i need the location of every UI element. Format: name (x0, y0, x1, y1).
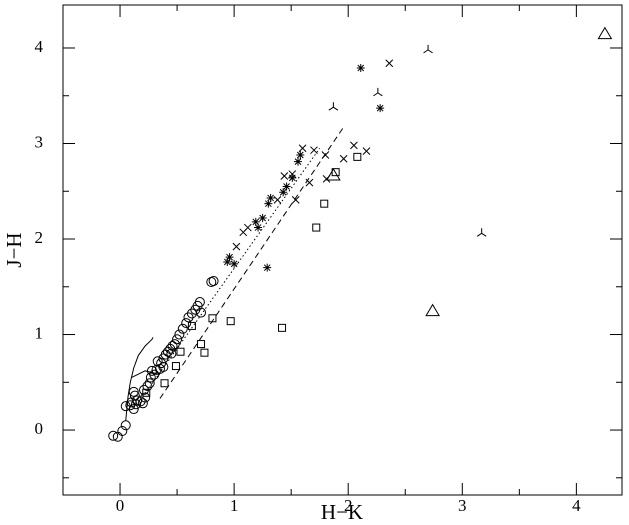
square-point (226, 317, 235, 326)
circle-point (117, 426, 128, 437)
asterisk-point (296, 150, 305, 159)
tri-point (423, 44, 433, 54)
circle-point (142, 381, 153, 392)
asterisk-point (264, 199, 273, 208)
circle-point (194, 297, 205, 308)
x-tick-label: 3 (458, 496, 467, 515)
asterisk-point (254, 223, 263, 232)
square-point (320, 199, 329, 208)
tri-point (476, 228, 487, 237)
y-tick-label: 3 (35, 132, 44, 151)
cross-point (273, 196, 282, 204)
asterisk-point (251, 217, 260, 226)
line (131, 370, 161, 378)
circle-point (169, 339, 180, 350)
asterisk-point (225, 253, 234, 262)
x-tick-label: 1 (230, 496, 239, 515)
circle-point (206, 276, 217, 287)
circle-point (183, 312, 194, 323)
square-point (197, 340, 206, 349)
circle-point (167, 340, 178, 351)
circle-point (162, 346, 173, 357)
cross-point (362, 147, 371, 155)
cross-point (310, 146, 318, 155)
circle-point (128, 404, 139, 415)
circle-point (120, 420, 131, 431)
y-tick-label: 4 (35, 37, 44, 56)
line (125, 337, 154, 421)
triangle-point (597, 26, 613, 40)
asterisk-point (279, 188, 288, 197)
asterisk-point (263, 263, 272, 272)
cross-point (350, 141, 358, 150)
cross-point (339, 154, 348, 163)
circle-point (177, 323, 188, 334)
circle-point (137, 398, 148, 409)
square-point (353, 152, 362, 161)
circle-point (146, 365, 157, 376)
cross-point (280, 172, 289, 180)
y-tick-label: 0 (35, 419, 44, 438)
asterisk-point (282, 182, 291, 191)
square-point (142, 388, 151, 397)
line (159, 125, 346, 399)
circle-point (138, 384, 149, 395)
triangle-point (425, 303, 441, 317)
asterisk-point (266, 193, 275, 202)
y-axis-label: J−H (2, 232, 26, 267)
asterisk-point (356, 64, 365, 73)
circle-point (129, 390, 140, 401)
square-point (331, 168, 340, 177)
circle-point (108, 430, 119, 441)
asterisk-point (230, 259, 239, 268)
x-tick-label: 4 (572, 496, 581, 515)
circle-point (196, 307, 207, 318)
plot-frame (62, 4, 623, 496)
x-tick-label: 0 (116, 496, 125, 515)
asterisk-point (288, 173, 297, 182)
circle-point (166, 348, 177, 359)
circle-point (145, 372, 156, 383)
circle-point (125, 400, 136, 411)
circle-point (186, 308, 197, 319)
square-point (278, 323, 287, 332)
asterisk-point (223, 257, 232, 266)
circle-point (172, 334, 183, 345)
square-point (312, 223, 321, 232)
y-tick-label: 1 (35, 323, 44, 342)
y-tick-label: 2 (35, 228, 44, 247)
circle-point (144, 378, 155, 389)
x-axis-label: H−K (321, 500, 363, 524)
asterisk-point (294, 157, 303, 166)
square-point (176, 347, 185, 356)
cross-point (298, 144, 307, 153)
square-point (187, 321, 196, 330)
square-point (200, 348, 209, 357)
tri-point (328, 102, 339, 111)
cross-point (239, 228, 248, 237)
tri-point (373, 87, 383, 97)
cross-point (385, 59, 394, 68)
circle-point (181, 318, 192, 329)
square-point (171, 362, 180, 371)
asterisk-point (258, 214, 267, 223)
square-point (160, 379, 169, 388)
circle-point (158, 362, 169, 373)
line (142, 147, 321, 397)
x-tick-label: 2 (344, 496, 353, 515)
cross-point (305, 178, 314, 187)
triangle-point (325, 168, 341, 181)
cross-point (232, 242, 241, 251)
asterisk-point (376, 104, 385, 113)
circle-point (174, 329, 185, 340)
cross-point (291, 196, 300, 204)
